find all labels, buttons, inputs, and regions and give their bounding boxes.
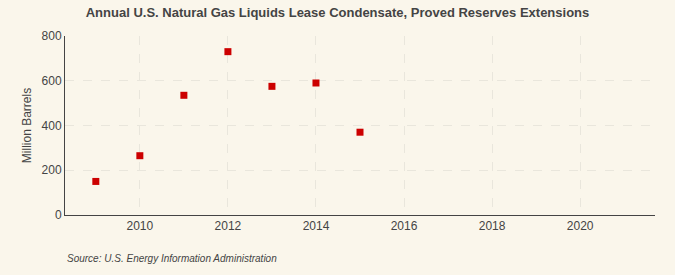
svg-text:0: 0 [55,208,62,222]
svg-text:Source: U.S. Energy Informatio: Source: U.S. Energy Information Administ… [67,253,277,264]
svg-text:800: 800 [42,29,62,43]
svg-text:Million Barrels: Million Barrels [20,88,34,163]
svg-text:2016: 2016 [391,219,418,233]
svg-text:2020: 2020 [567,219,594,233]
svg-text:2012: 2012 [215,219,242,233]
svg-text:2018: 2018 [479,219,506,233]
svg-text:Annual U.S. Natural Gas Liquid: Annual U.S. Natural Gas Liquids Lease Co… [86,5,590,20]
svg-text:2010: 2010 [126,219,153,233]
svg-text:400: 400 [42,119,62,133]
svg-text:200: 200 [42,163,62,177]
svg-text:2014: 2014 [303,219,330,233]
svg-text:600: 600 [42,74,62,88]
